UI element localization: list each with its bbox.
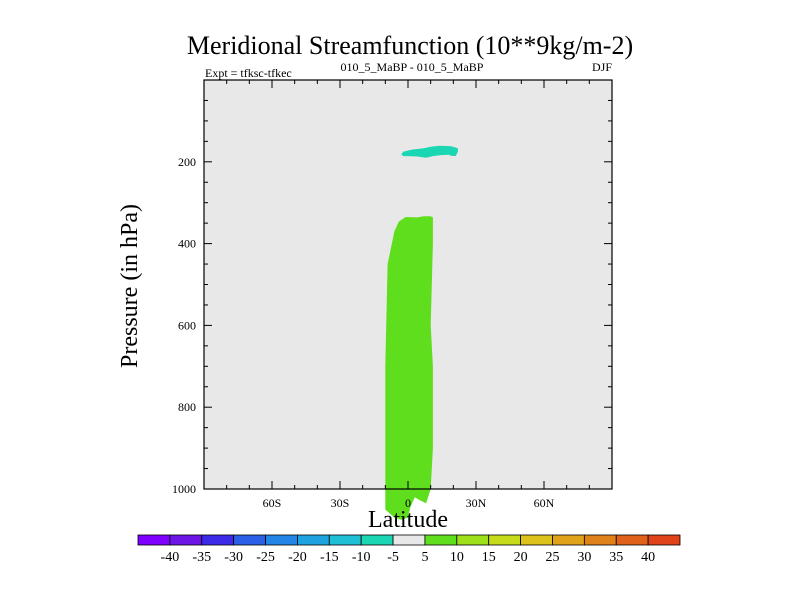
y-tick-label: 600 — [178, 318, 196, 332]
x-tick-label: 30S — [331, 496, 350, 510]
subtitle-left: Expt = tfksc-tfkec — [205, 66, 292, 80]
colorbar-label: -10 — [352, 550, 371, 565]
y-axis-label: Pressure (in hPa) — [117, 204, 143, 368]
colorbar-swatch — [392, 534, 426, 546]
colorbar-swatch — [647, 534, 681, 546]
colorbar-label: 10 — [450, 550, 464, 565]
chart-title: Meridional Streamfunction (10**9kg/m-2) — [187, 31, 633, 60]
subtitle-right: DJF — [592, 60, 612, 74]
x-tick-label: 30N — [466, 496, 487, 510]
colorbar-swatch — [488, 534, 521, 546]
colorbar-swatch — [360, 534, 394, 546]
x-tick-label: 0 — [405, 496, 411, 510]
x-axis-label: Latitude — [368, 507, 448, 533]
colorbar-swatch — [201, 534, 235, 546]
colorbar-swatch — [233, 534, 266, 546]
y-tick-label: 1000 — [172, 482, 196, 496]
x-tick-label: 60N — [534, 496, 555, 510]
colorbar-swatch — [615, 534, 649, 546]
colorbar-label: -25 — [256, 550, 275, 565]
colorbar-label: 25 — [545, 550, 559, 565]
axis-ticks: 60S 30S 0 30N 60N 200 400 600 800 1000 — [172, 79, 613, 510]
colorbar-label: 35 — [609, 550, 623, 565]
colorbar-swatch — [137, 534, 171, 546]
colorbar-label: 40 — [641, 550, 655, 565]
colorbar-label: -35 — [192, 550, 211, 565]
colorbar-swatch — [424, 534, 458, 546]
colorbar-swatch — [552, 534, 585, 546]
colorbar-swatch — [456, 534, 490, 546]
colorbar-swatch — [169, 534, 203, 546]
y-tick-label: 800 — [178, 400, 196, 414]
region-lower-cell — [385, 216, 433, 520]
colorbar-label: -20 — [288, 550, 307, 565]
colorbar-label: -5 — [387, 550, 399, 565]
y-tick-label: 400 — [178, 237, 196, 251]
subtitle-center: 010_5_MaBP - 010_5_MaBP — [341, 60, 484, 74]
colorbar-label: -40 — [161, 550, 180, 565]
colorbar-label: -30 — [224, 550, 243, 565]
region-upper-cell — [401, 145, 458, 158]
colorbar-label: 30 — [577, 550, 591, 565]
colorbar-label: 20 — [514, 550, 528, 565]
colorbar-label: 15 — [482, 550, 496, 565]
colorbar-swatch — [583, 534, 617, 546]
colorbar-swatch — [265, 534, 298, 546]
colorbar-swatch — [520, 534, 553, 546]
colorbar-swatch — [297, 534, 330, 546]
colorbar-label: 5 — [421, 550, 428, 565]
colorbar: -40 -35 -30 -25 -20 -15 -10 -5 5 10 15 20 25 30 35 40 — [137, 534, 681, 565]
contour-regions — [385, 145, 458, 520]
x-tick-label: 60S — [263, 496, 282, 510]
colorbar-label: -15 — [320, 550, 339, 565]
colorbar-swatch — [328, 534, 362, 546]
y-tick-label: 200 — [178, 155, 196, 169]
